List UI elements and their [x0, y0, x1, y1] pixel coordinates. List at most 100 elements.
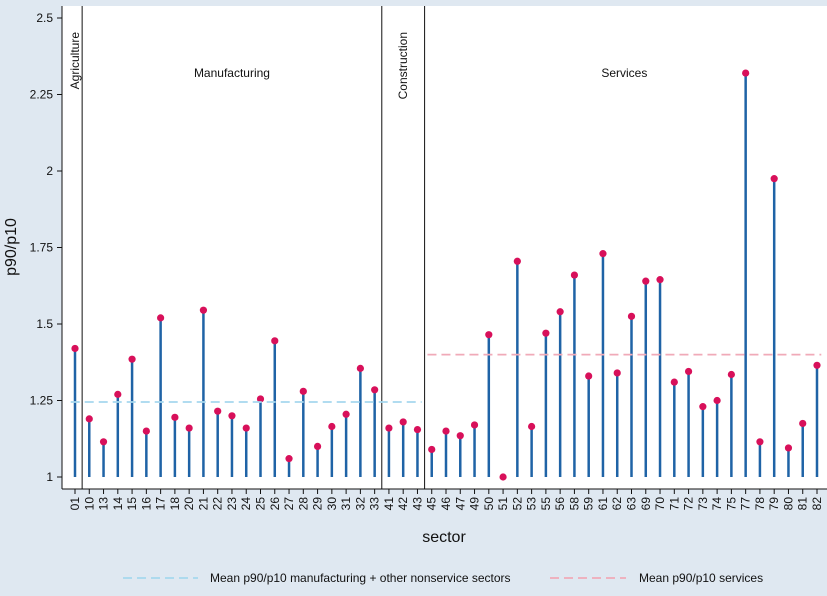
y-tick-label: 2.5 [36, 11, 53, 25]
x-tick-label: 47 [453, 497, 467, 511]
x-tick-label: 55 [539, 497, 553, 511]
x-tick-label: 29 [311, 497, 325, 511]
marker-52 [513, 257, 521, 265]
marker-53 [528, 422, 536, 431]
x-tick-label: 62 [610, 497, 624, 511]
y-tick-label: 2.25 [30, 88, 54, 102]
marker-59 [585, 372, 593, 380]
group-label-construction: Construction [396, 32, 410, 99]
marker-58 [570, 271, 579, 279]
x-tick-label: 53 [525, 497, 539, 511]
y-tick-label: 2 [46, 164, 53, 178]
marker-25 [256, 395, 265, 403]
x-tick-label: 51 [496, 497, 510, 511]
y-tick-label: 1 [46, 470, 53, 484]
plot-area [62, 6, 827, 489]
marker-50 [485, 331, 493, 339]
marker-14 [114, 390, 122, 398]
x-tick-label: 74 [710, 497, 724, 511]
marker-62 [613, 369, 621, 377]
marker-42 [399, 418, 407, 426]
x-tick-label: 59 [582, 497, 596, 511]
marker-79 [770, 175, 778, 183]
marker-75 [727, 370, 735, 379]
group-label-services: Services [601, 66, 647, 80]
marker-16 [142, 427, 150, 435]
marker-71 [670, 378, 678, 386]
x-tick-label: 70 [653, 497, 667, 511]
x-tick-label: 18 [168, 497, 182, 511]
x-tick-label: 16 [139, 497, 153, 511]
group-label-manufacturing: Manufacturing [194, 66, 270, 80]
x-tick-label: 63 [625, 497, 639, 511]
x-tick-label: 01 [68, 497, 82, 511]
x-tick-label: 17 [154, 497, 168, 511]
marker-63 [627, 312, 636, 320]
x-tick-label: 45 [425, 497, 439, 511]
x-tick-label: 24 [239, 497, 253, 511]
legend-label-2: Mean p90/p10 services [639, 571, 763, 585]
x-axis-label: sector [422, 529, 466, 546]
marker-45 [428, 445, 436, 454]
x-tick-label: 79 [767, 497, 781, 511]
marker-22 [214, 407, 222, 415]
x-tick-label: 20 [182, 497, 196, 511]
marker-72 [684, 367, 693, 376]
marker-41 [385, 424, 393, 432]
x-tick-label: 27 [282, 497, 296, 511]
x-tick-label: 32 [353, 497, 367, 511]
y-tick-label: 1.75 [30, 241, 54, 255]
marker-15 [128, 355, 136, 363]
marker-33 [371, 386, 379, 394]
group-label-agriculture: Agriculture [68, 32, 82, 90]
x-tick-label: 21 [196, 497, 210, 511]
marker-77 [742, 69, 750, 77]
x-tick-label: 52 [510, 497, 524, 511]
marker-20 [185, 424, 193, 432]
marker-56 [556, 308, 564, 316]
marker-23 [228, 412, 236, 420]
marker-82 [813, 361, 821, 369]
x-tick-label: 56 [553, 497, 567, 511]
x-tick-label: 61 [596, 497, 610, 511]
marker-30 [328, 422, 336, 431]
marker-70 [656, 276, 664, 284]
marker-55 [542, 329, 550, 337]
marker-26 [271, 337, 279, 345]
marker-47 [456, 432, 464, 440]
x-tick-label: 41 [382, 497, 396, 511]
x-tick-label: 31 [339, 497, 353, 511]
x-tick-label: 75 [724, 497, 738, 511]
marker-49 [470, 421, 479, 429]
marker-51 [499, 473, 507, 481]
marker-69 [642, 277, 650, 285]
x-tick-label: 80 [781, 497, 795, 511]
x-tick-label: 81 [796, 497, 810, 511]
marker-78 [756, 438, 764, 446]
x-tick-label: 58 [567, 497, 581, 511]
x-tick-label: 30 [325, 497, 339, 511]
x-tick-label: 26 [268, 497, 282, 511]
y-tick-label: 1.5 [36, 317, 53, 331]
x-tick-label: 28 [296, 497, 310, 511]
marker-61 [599, 250, 607, 258]
marker-10 [85, 415, 93, 423]
x-tick-label: 77 [739, 497, 753, 511]
marker-81 [799, 419, 807, 428]
x-tick-label: 42 [396, 497, 410, 511]
x-tick-label: 15 [125, 497, 139, 511]
legend: Mean p90/p10 manufacturing + other nonse… [123, 571, 763, 585]
marker-21 [199, 306, 208, 314]
x-tick-label: 43 [410, 497, 424, 511]
x-tick-label: 25 [254, 497, 268, 511]
x-tick-label: 22 [211, 497, 225, 511]
marker-13 [99, 438, 108, 446]
x-tick-label: 14 [111, 497, 125, 511]
marker-18 [171, 413, 179, 421]
marker-29 [313, 442, 322, 450]
marker-31 [342, 410, 350, 418]
marker-24 [242, 424, 250, 432]
marker-74 [713, 396, 721, 405]
x-tick-label: 33 [368, 497, 382, 511]
